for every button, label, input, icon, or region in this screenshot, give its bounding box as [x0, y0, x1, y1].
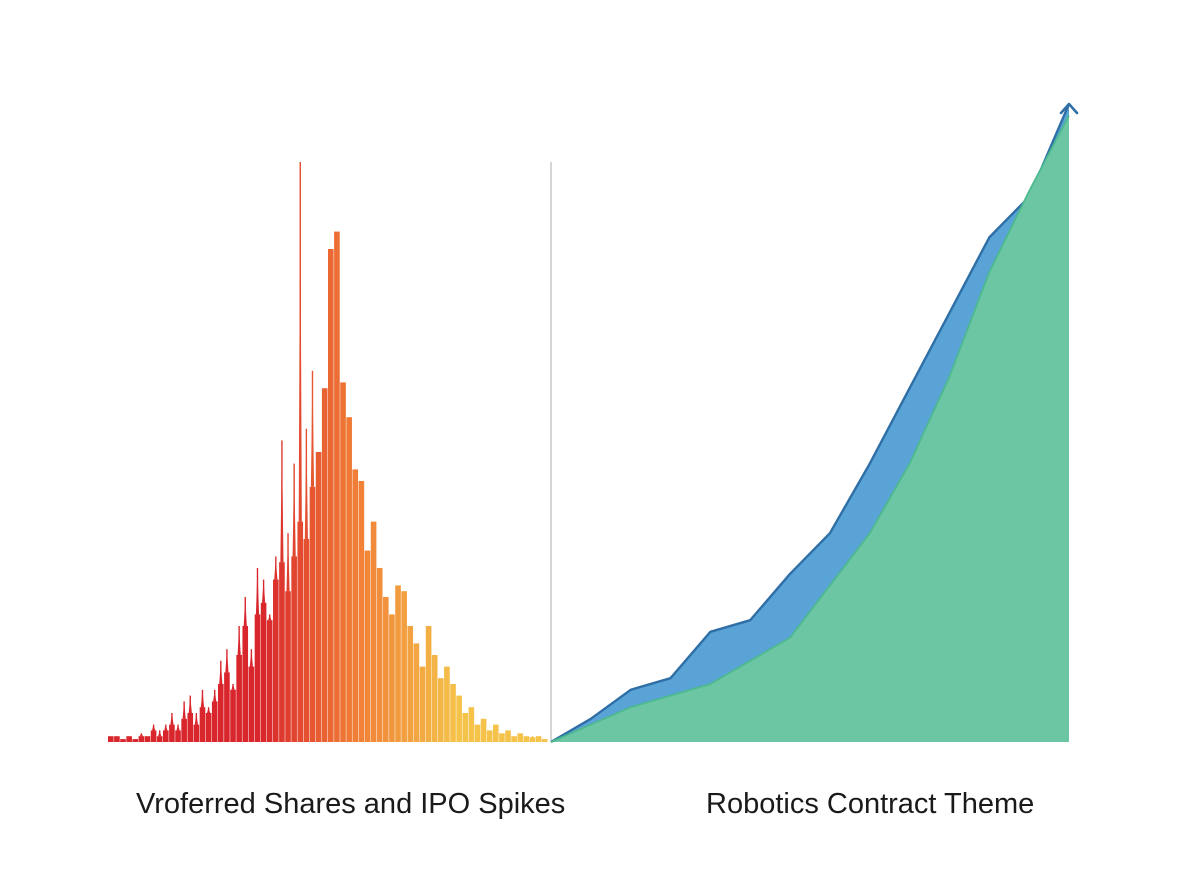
bar: [236, 655, 242, 742]
line-upper: [550, 103, 1071, 744]
left-bar-chart: [108, 162, 548, 742]
bar: [218, 684, 224, 742]
bar: [493, 724, 499, 742]
bar: [199, 707, 206, 742]
bar: [346, 417, 352, 742]
bar: [395, 585, 401, 742]
bar: [358, 481, 365, 742]
bar: [248, 666, 255, 742]
bar: [163, 730, 169, 742]
bar: [138, 736, 145, 742]
bar: [438, 678, 444, 742]
bar: [511, 736, 517, 742]
bar: [450, 684, 456, 742]
bar: [419, 666, 426, 742]
bar: [126, 736, 132, 742]
bar: [383, 597, 389, 742]
bar: [175, 730, 181, 742]
bar: [108, 736, 114, 742]
bar: [352, 469, 359, 742]
bar: [309, 486, 316, 742]
bar: [480, 718, 487, 742]
bar: [144, 736, 151, 742]
bar: [468, 707, 475, 742]
line-lower: [550, 115, 1070, 743]
bar: [285, 591, 291, 742]
bar: [273, 579, 279, 742]
bar: [505, 730, 511, 742]
right-area-chart: [550, 102, 1079, 744]
left-chart-title: Vroferred Shares and IPO Spikes: [136, 788, 566, 820]
bar: [132, 739, 139, 742]
area-lower: [551, 115, 1069, 743]
bar: [425, 626, 432, 742]
bar: [328, 249, 334, 742]
bar: [334, 231, 340, 742]
bar: [340, 382, 346, 742]
bar: [486, 730, 493, 742]
bar: [315, 452, 322, 742]
bar: [444, 666, 450, 742]
bar: [120, 739, 126, 742]
bar: [211, 701, 218, 742]
bar: [254, 614, 261, 742]
bar: [431, 655, 438, 742]
bar: [474, 724, 481, 742]
bar: [150, 730, 157, 742]
growth-arrow-icon: [1059, 102, 1079, 115]
bar: [364, 550, 371, 742]
bar: [370, 521, 377, 742]
bar: [517, 733, 524, 742]
bar: [291, 556, 297, 742]
bar: [266, 620, 273, 742]
bar: [242, 626, 249, 742]
bar: [456, 695, 462, 742]
bar: [407, 626, 414, 742]
bar: [413, 643, 420, 742]
bar: [156, 736, 163, 742]
bar: [462, 713, 469, 742]
bar: [321, 388, 328, 742]
bar: [535, 736, 542, 742]
bar: [303, 539, 310, 742]
bar: [297, 521, 304, 742]
bar: [205, 713, 212, 742]
bar: [389, 614, 395, 742]
bar: [401, 591, 407, 742]
bar: [523, 736, 530, 742]
bar: [230, 689, 236, 742]
bar: [187, 713, 194, 742]
right-chart-title: Robotics Contract Theme: [706, 788, 1035, 820]
bar: [224, 672, 230, 742]
bar: [541, 739, 548, 742]
bar: [181, 718, 187, 742]
bar: [169, 724, 175, 742]
bar: [193, 724, 200, 742]
bar: [114, 736, 120, 742]
bar: [529, 737, 536, 742]
bar: [499, 733, 505, 742]
bar: [260, 602, 267, 742]
bar: [376, 568, 383, 742]
bar: [279, 562, 285, 742]
